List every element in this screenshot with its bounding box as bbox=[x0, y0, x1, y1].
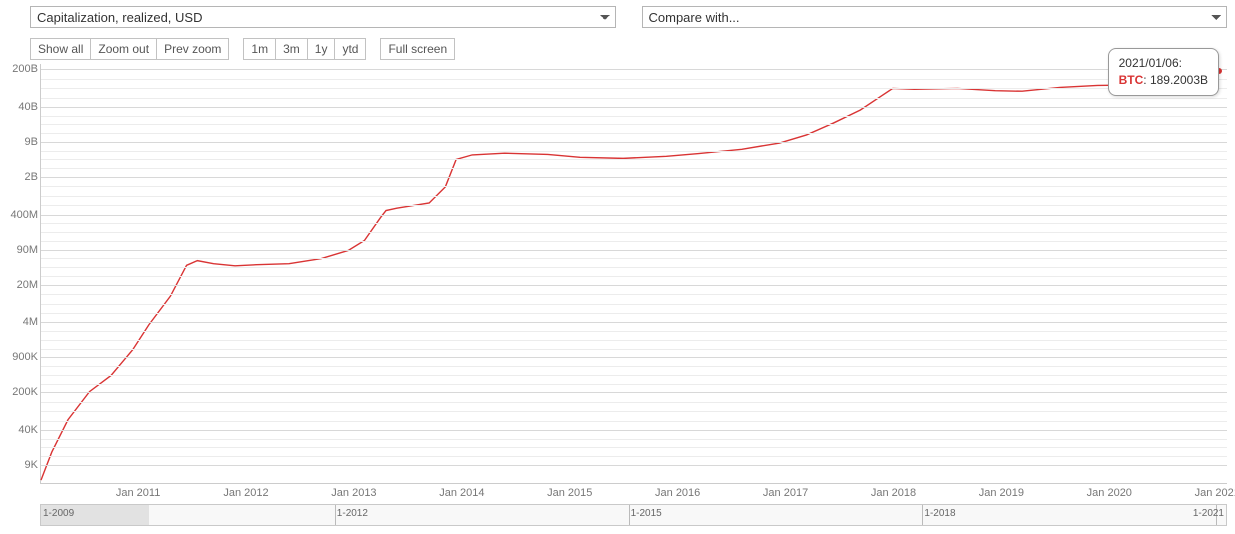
x-tick-label: Jan 2020 bbox=[1087, 487, 1132, 499]
y-tick-label: 900K bbox=[12, 351, 38, 363]
x-tick-label: Jan 2021 bbox=[1195, 487, 1235, 499]
y-tick-label: 9B bbox=[25, 136, 38, 148]
x-tick-label: Jan 2018 bbox=[871, 487, 916, 499]
x-tick-label: Jan 2019 bbox=[979, 487, 1024, 499]
metric-select[interactable]: Capitalization, realized, USD bbox=[30, 6, 616, 28]
y-tick-label: 40B bbox=[18, 101, 38, 113]
y-axis: 200B 40B 9B 2B 400M 90M 20M 4M 900K 200K 40K 9K bbox=[8, 64, 40, 484]
y-tick-label: 2B bbox=[25, 171, 38, 183]
1y-button[interactable]: 1y bbox=[308, 38, 336, 60]
chart-area: 200B 40B 9B 2B 400M 90M 20M 4M 900K 200K 40K 9K 202… bbox=[8, 64, 1227, 484]
y-tick-label: 90M bbox=[17, 244, 38, 256]
x-tick-label: Jan 2013 bbox=[331, 487, 376, 499]
x-tick-label: Jan 2017 bbox=[763, 487, 808, 499]
nav-label: 1-2018 bbox=[924, 508, 955, 519]
zoom-toolbar: Show allZoom outPrev zoom 1m3m1yytd Full… bbox=[30, 38, 1227, 60]
show-all-button[interactable]: Show all bbox=[30, 38, 91, 60]
x-tick-label: Jan 2014 bbox=[439, 487, 484, 499]
tooltip-value: 189.2003B bbox=[1150, 73, 1208, 87]
plot-area[interactable]: 2021/01/06: BTC: 189.2003B Jan 2011Jan 2… bbox=[40, 64, 1227, 484]
compare-select[interactable]: Compare with... bbox=[642, 6, 1228, 28]
ytd-button[interactable]: ytd bbox=[335, 38, 366, 60]
y-tick-label: 20M bbox=[17, 279, 38, 291]
y-tick-label: 200K bbox=[12, 386, 38, 398]
x-tick-label: Jan 2015 bbox=[547, 487, 592, 499]
hover-tooltip: 2021/01/06: BTC: 189.2003B bbox=[1108, 48, 1219, 96]
x-tick-label: Jan 2011 bbox=[116, 487, 160, 499]
x-tick-label: Jan 2016 bbox=[655, 487, 700, 499]
full-screen-button[interactable]: Full screen bbox=[380, 38, 455, 60]
1m-button[interactable]: 1m bbox=[243, 38, 276, 60]
nav-label: 1-2015 bbox=[631, 508, 662, 519]
3m-button[interactable]: 3m bbox=[276, 38, 308, 60]
prev-zoom-button[interactable]: Prev zoom bbox=[157, 38, 229, 60]
tooltip-series: BTC bbox=[1119, 73, 1144, 87]
nav-label: 1-2009 bbox=[43, 508, 74, 519]
y-tick-label: 40K bbox=[18, 424, 38, 436]
nav-label: 1-2021 bbox=[1193, 508, 1224, 519]
y-tick-label: 400M bbox=[10, 209, 38, 221]
x-tick-label: Jan 2012 bbox=[223, 487, 268, 499]
nav-label: 1-2012 bbox=[337, 508, 368, 519]
y-tick-label: 4M bbox=[23, 316, 38, 328]
zoom-out-button[interactable]: Zoom out bbox=[91, 38, 157, 60]
tooltip-date: 2021/01/06: bbox=[1119, 55, 1208, 72]
range-navigator[interactable]: 1-2009 1-2012 1-2015 1-2018 1-2021 bbox=[40, 504, 1227, 526]
y-tick-label: 200B bbox=[12, 63, 38, 75]
y-tick-label: 9K bbox=[25, 459, 38, 471]
